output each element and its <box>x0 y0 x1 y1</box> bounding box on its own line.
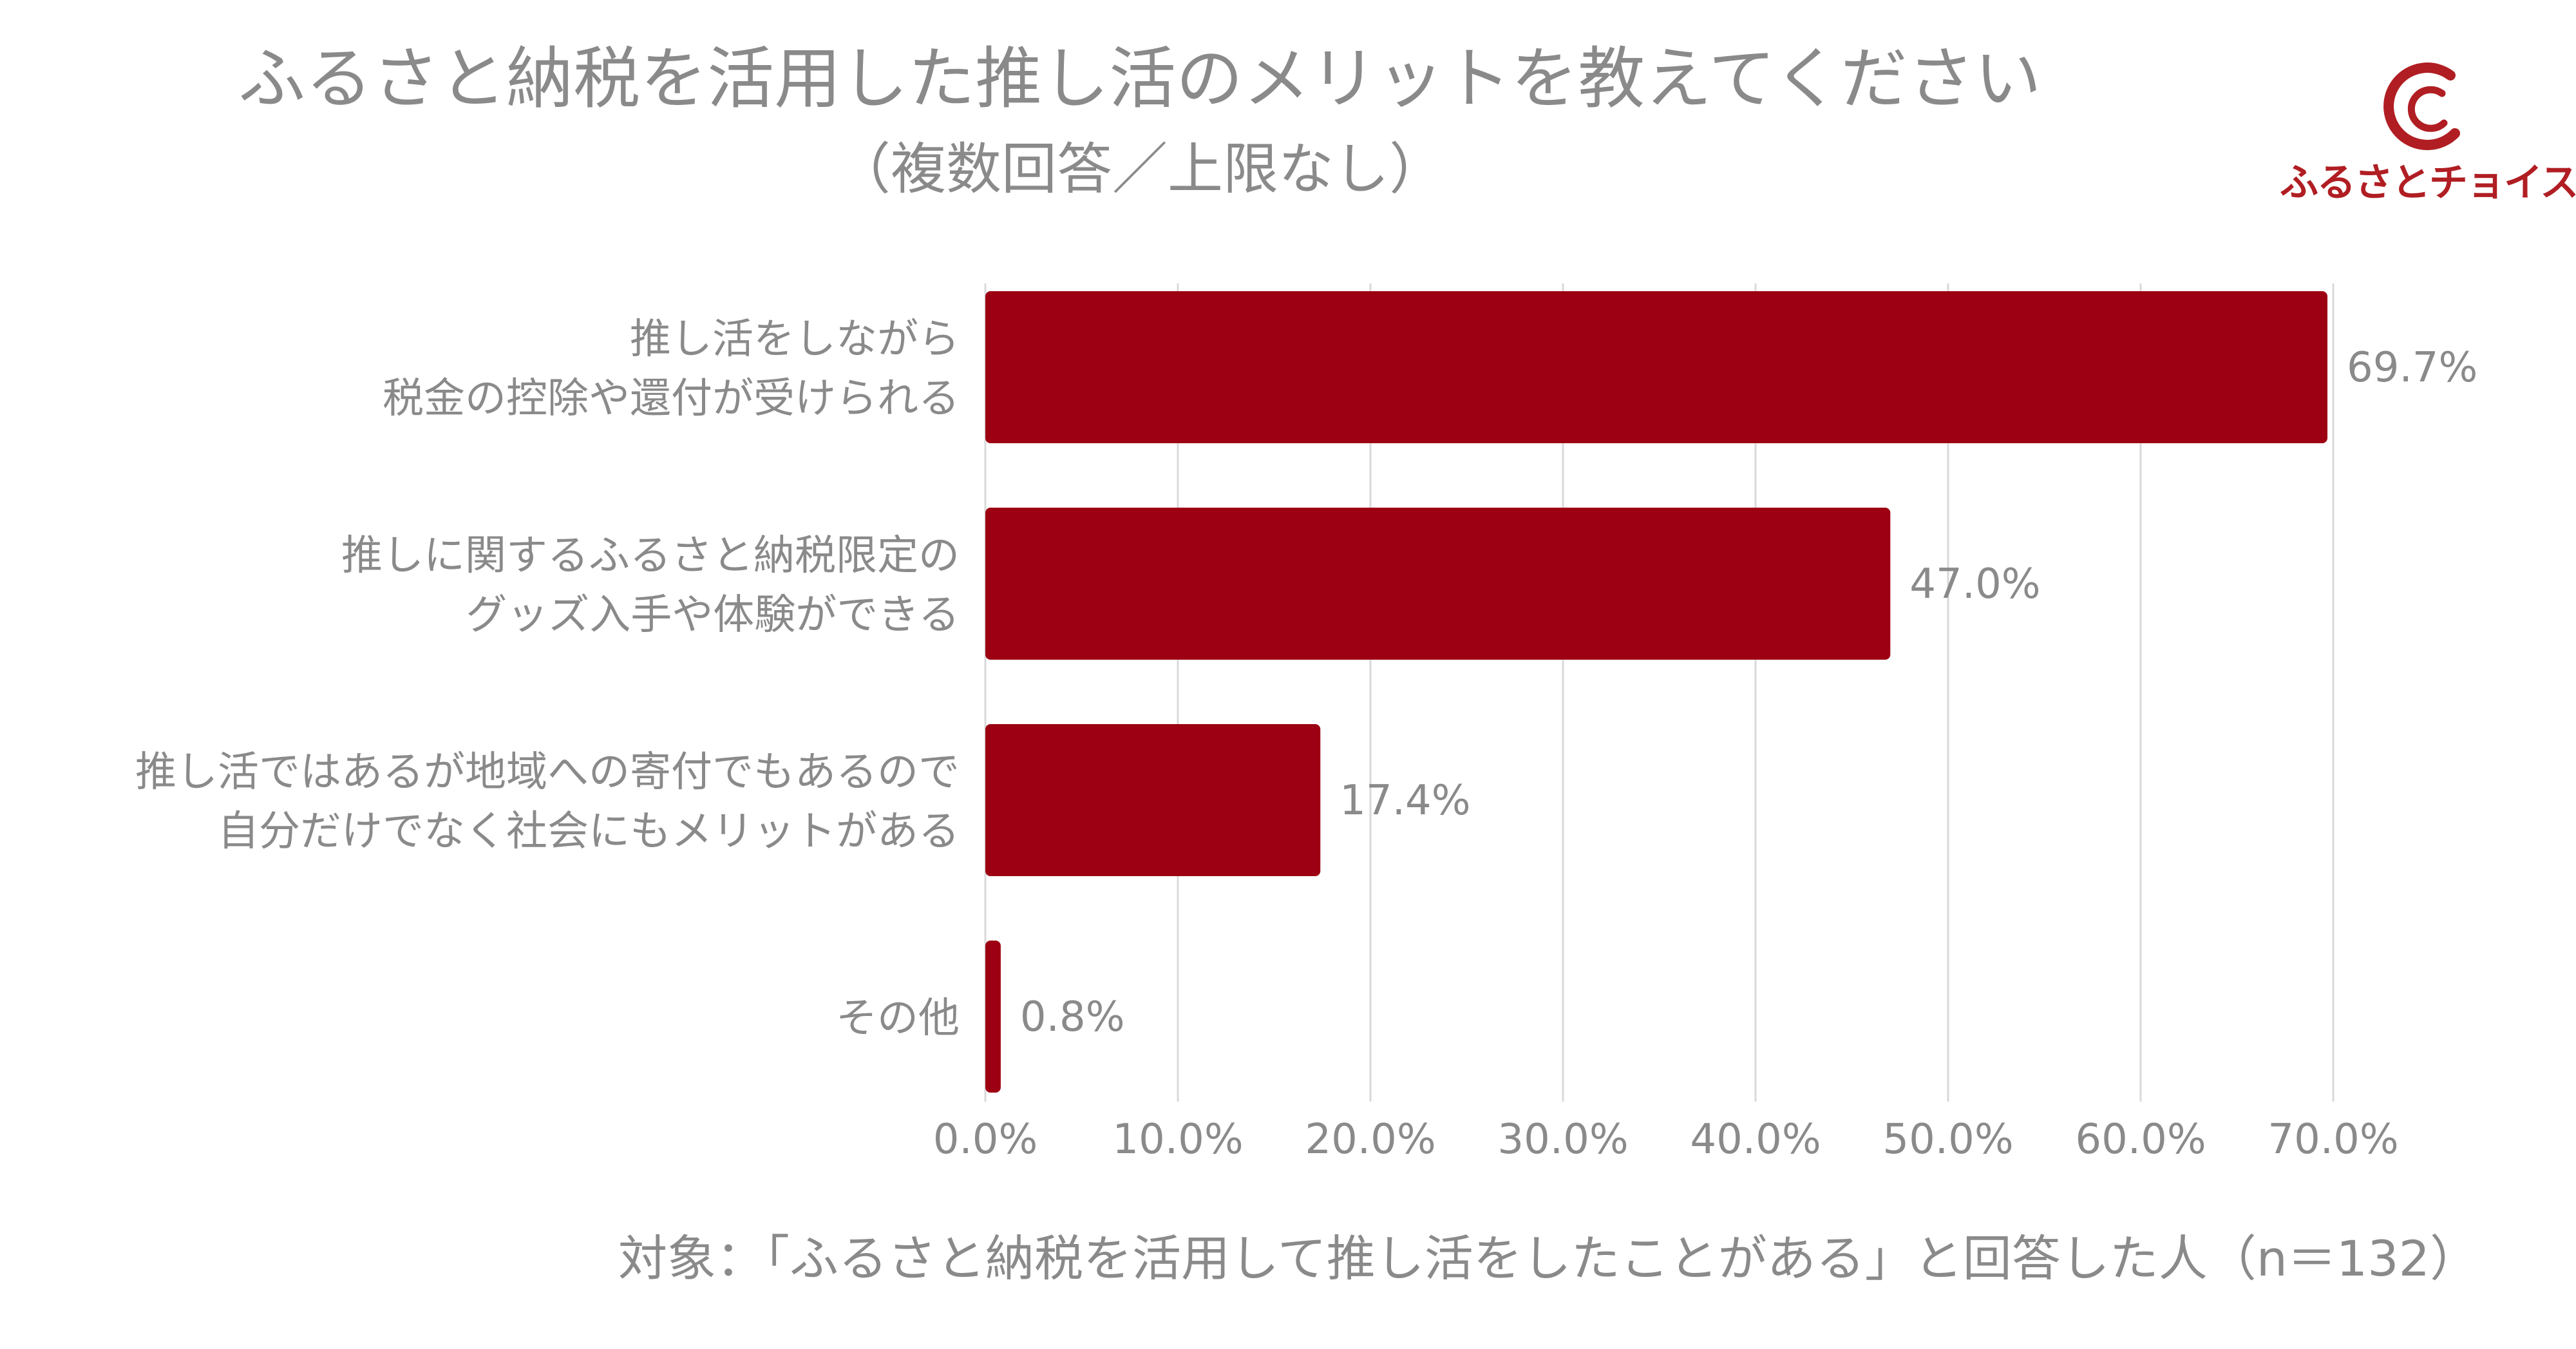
bar <box>985 291 2328 443</box>
bars <box>985 291 2328 1093</box>
chart-title: ふるさと納税を活用した推し活のメリットを教えてください <box>238 39 2041 118</box>
furusato-choice-logo[interactable]: ふるさとチョイス <box>2280 61 2576 209</box>
data-labels: 69.7% 47.0% 17.4% 0.8% <box>1020 344 2477 1041</box>
category-labels: 推し活をしながら税金の控除や還付が受けられる推しに関するふるさと納税限定のグッズ… <box>135 316 960 1042</box>
category-label: 推しに関するふるさと納税限定の <box>341 532 960 580</box>
x-tick-label: 20.0% <box>1305 1116 1435 1163</box>
x-tick-label: 30.0% <box>1497 1116 1628 1163</box>
x-tick-label: 0.0% <box>933 1116 1038 1163</box>
x-tick-label: 50.0% <box>1882 1116 2013 1163</box>
category-label: 自分だけでなく社会にもメリットがある <box>218 808 960 856</box>
x-tick-label: 60.0% <box>2075 1116 2206 1163</box>
category-label: 推し活をしながら <box>630 316 960 363</box>
data-label: 47.0% <box>1909 560 2040 608</box>
data-label: 0.8% <box>1020 993 1125 1041</box>
bar <box>985 941 1001 1093</box>
footnote: 対象：「ふるさと納税を活用して推し活をしたことがある」と回答した人（n＝132） <box>618 1230 2479 1287</box>
logo-mark-icon <box>2383 62 2460 150</box>
x-tick-label: 10.0% <box>1112 1116 1243 1163</box>
x-axis-ticks: 0.0% 10.0% 20.0% 30.0% 40.0% 50.0% 60.0% 70.0% <box>933 1116 2399 1163</box>
category-label: 税金の控除や還付が受けられる <box>383 375 960 423</box>
bar <box>985 724 1321 876</box>
x-tick-label: 40.0% <box>1690 1116 1821 1163</box>
category-label: 推し活ではあるが地域への寄付でもあるので <box>135 749 960 796</box>
chart-subtitle: （複数回答／上限なし） <box>835 137 1444 202</box>
data-label: 69.7% <box>2347 344 2477 392</box>
category-label: その他 <box>836 995 960 1042</box>
bar <box>985 508 1891 660</box>
category-label: グッズ入手や体験ができる <box>466 591 960 639</box>
x-tick-label: 70.0% <box>2268 1116 2398 1163</box>
logo-text: ふるさとチョイス <box>2280 160 2576 206</box>
data-label: 17.4% <box>1340 777 1470 825</box>
